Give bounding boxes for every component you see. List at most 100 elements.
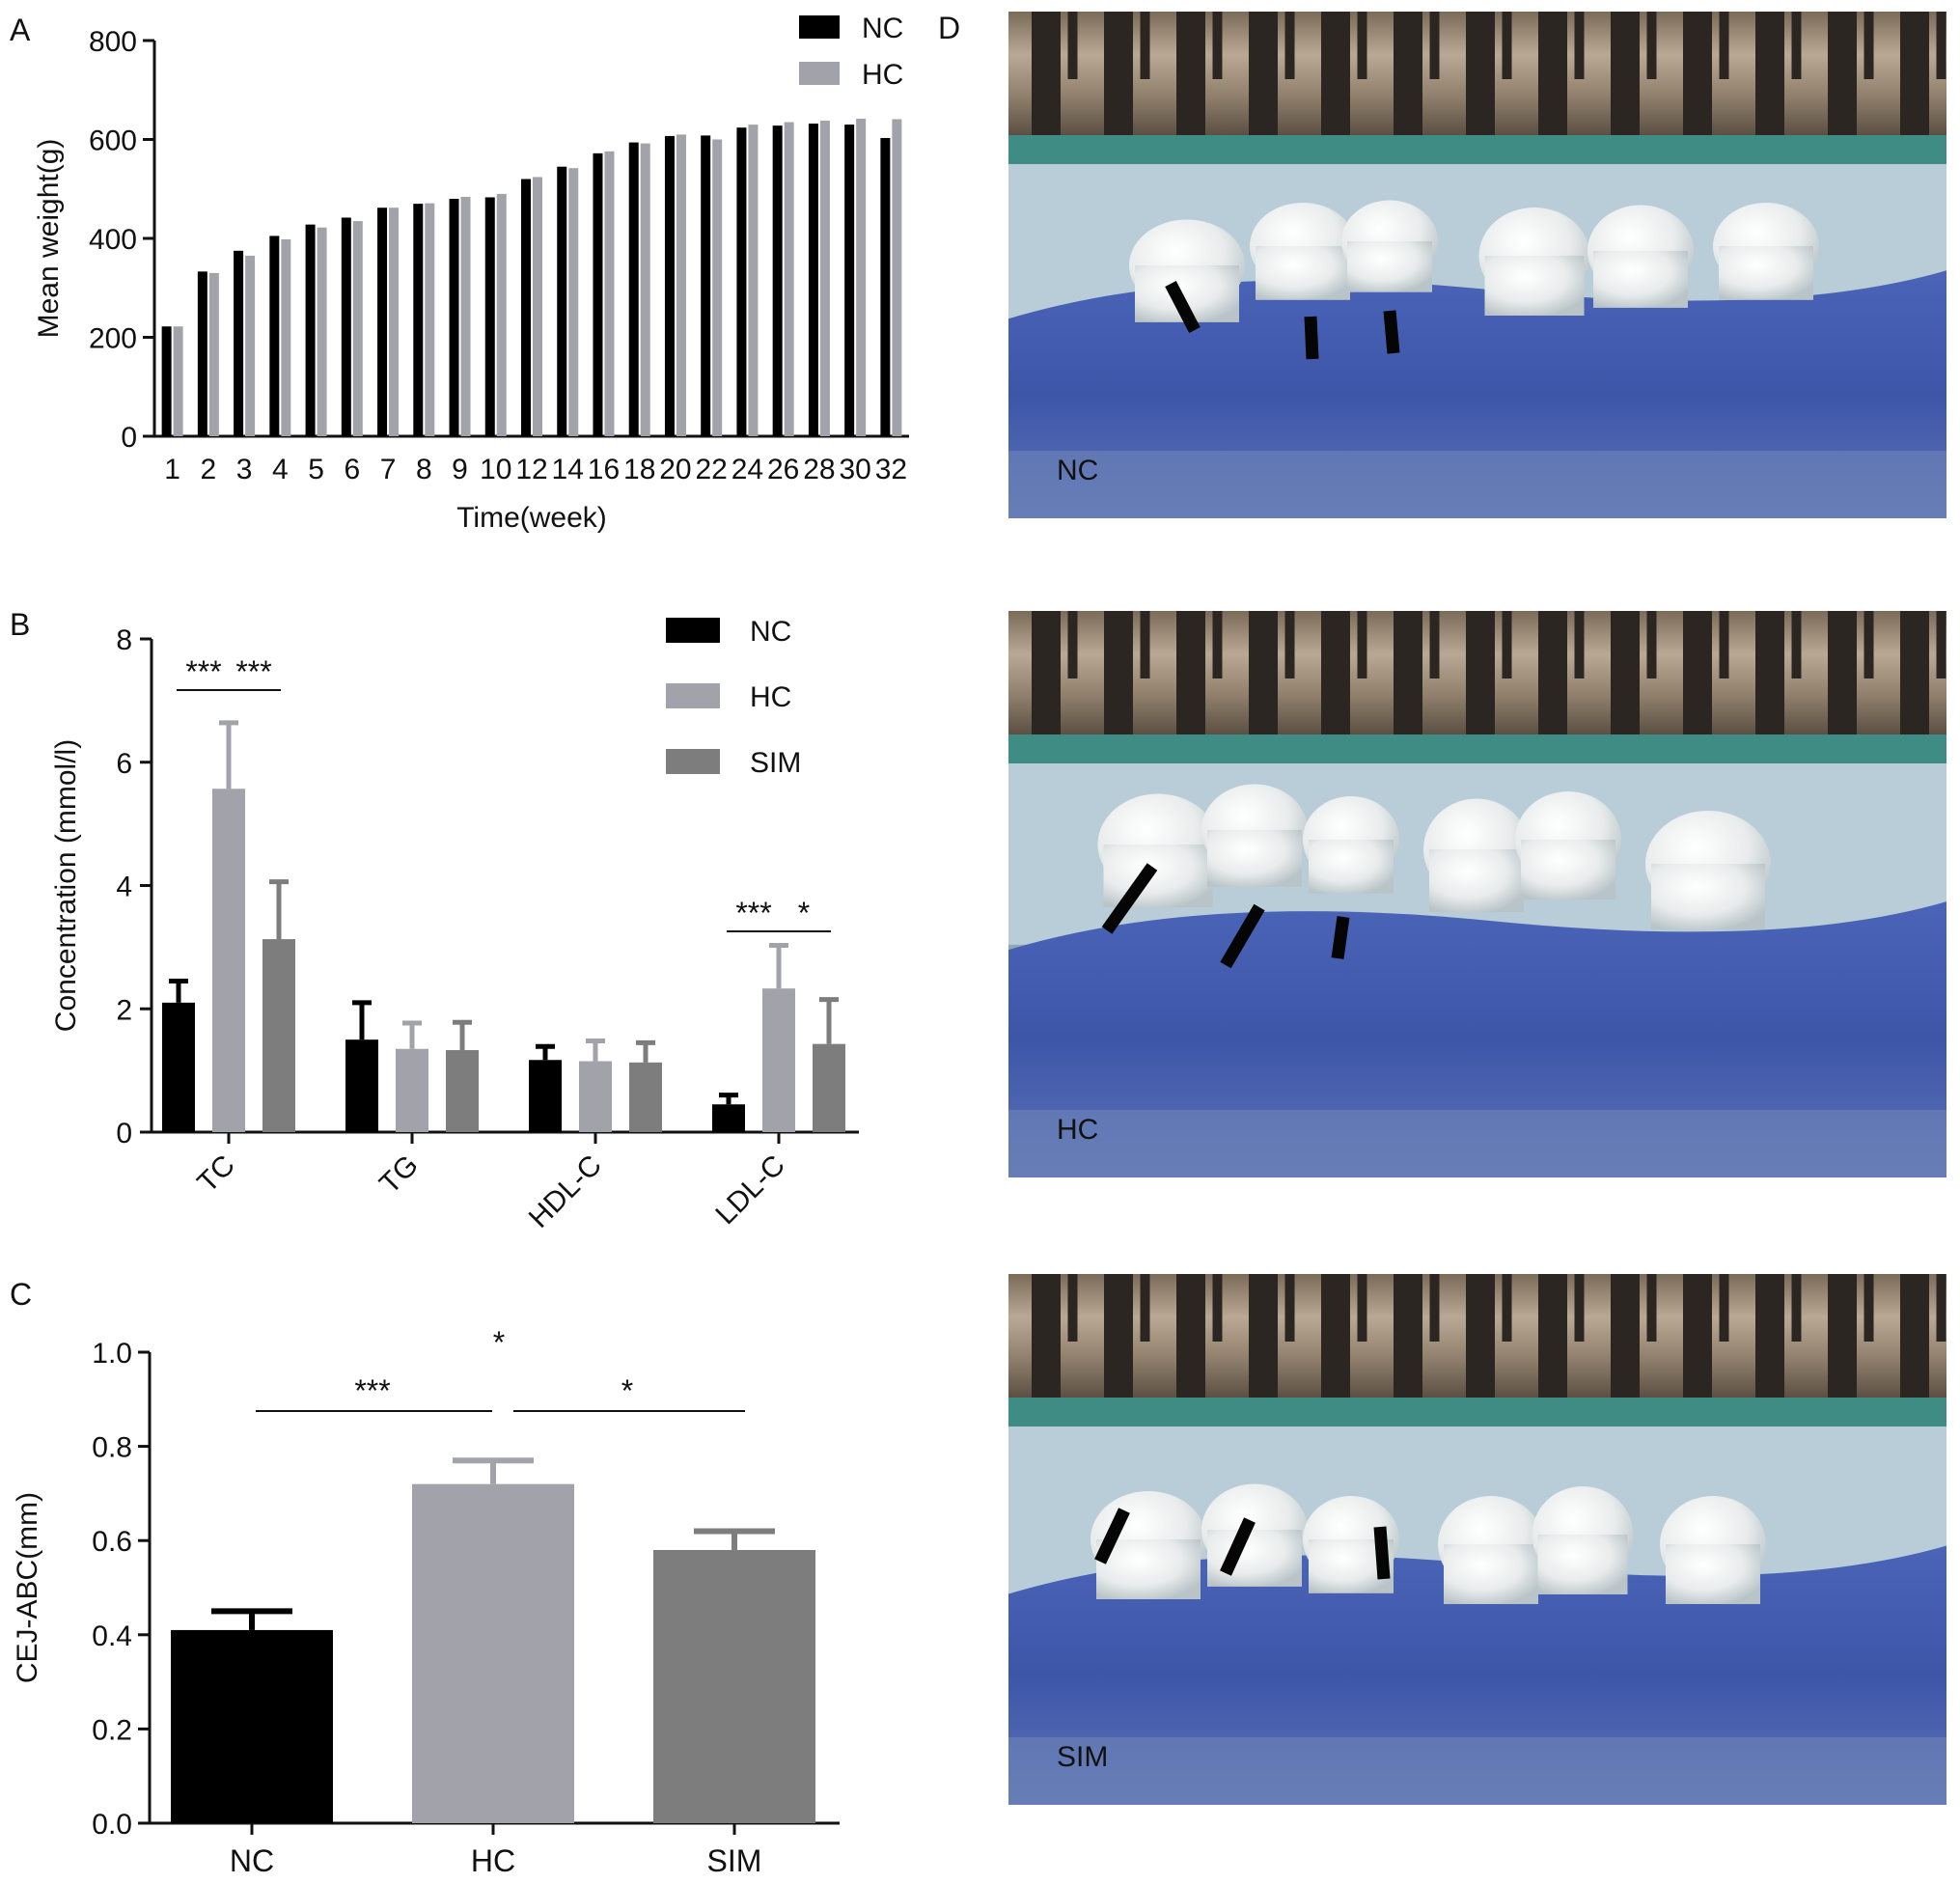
ruler-mark [1611,1274,1640,1398]
ruler-mark [1284,611,1295,678]
photo-label: HC [1057,1114,1098,1146]
legend-label-nc: NC [862,13,903,44]
y-tick-label: 0.0 [92,1809,132,1841]
photo-label: SIM [1057,1741,1108,1773]
ruler-mark [1502,12,1512,79]
ruler-mark [1249,1274,1278,1398]
ruler-mark [1755,611,1784,734]
significance-label: *** [735,896,771,930]
ruler-mark [1538,12,1567,135]
y-tick-label: 4 [116,872,132,903]
legend-swatch-hc [799,62,840,85]
legend-swatch-sim [666,749,720,774]
y-tick-label: 0.2 [92,1714,132,1746]
bar-nc [701,135,711,436]
ruler-mark [1067,12,1078,79]
x-tick-label: 20 [659,454,691,485]
cej-abc-mark [1101,863,1158,934]
bar-hc [425,203,435,436]
ruler-mark [1212,611,1223,678]
photo-hc: HC [1008,611,1946,1177]
tooth-root [1593,251,1688,308]
bar-hc [748,125,759,436]
bar-nc [305,224,316,436]
ruler-mark [1538,1274,1567,1398]
ruler-mark [1429,611,1440,678]
bar-hc [819,121,830,437]
tooth-root [1444,1544,1538,1604]
ruler-mark [1357,12,1367,79]
ruler-mark [1176,611,1205,734]
bar-nc [529,1060,562,1132]
bar-hc [762,988,795,1132]
panel-label-b: B [10,607,30,642]
ruler-mark [1936,611,1946,678]
ruler-mark [1032,1274,1061,1398]
ruler-mark [1466,12,1495,135]
x-tick-label: 16 [588,454,620,485]
tooth-root [1651,864,1765,930]
x-tick-label: 2 [201,454,217,485]
tooth-root [1537,1535,1628,1594]
y-axis-label: CEJ-ABC(mm) [12,1492,43,1683]
ruler-mark [1321,12,1350,135]
cej-abc-mark [1094,1508,1130,1565]
x-tick-label: TC [191,1149,241,1200]
bar-hc [604,151,615,437]
bar-hc [712,139,723,436]
x-tick-label: 3 [236,454,253,485]
ruler-mark [1357,1274,1367,1342]
legend-label-hc: HC [750,681,791,713]
ruler-mark [1936,12,1946,79]
ruler-mark [1900,1274,1929,1398]
bar-nc [772,125,783,436]
ruler-mark [1140,1274,1150,1342]
cej-abc-mark [1331,916,1350,959]
x-tick-label: LDL-C [709,1149,791,1232]
significance-label: * [621,1373,633,1408]
bar-hc [396,1048,428,1132]
bar-nc [628,142,639,436]
bar-hc [389,208,400,436]
y-tick-label: 0.4 [92,1620,132,1652]
significance-label: *** [185,654,221,689]
ruler-mark [1683,611,1712,734]
ruler-mark [1574,611,1585,678]
bar-hc [208,272,219,436]
ruler-mark [1032,12,1061,135]
bar-hc [317,227,327,436]
ruler-mark [1646,611,1657,678]
ruler-mark [1863,12,1874,79]
cej-abc-mark [1165,280,1201,334]
bar-hc [412,1483,574,1823]
legend-swatch-nc [799,15,840,39]
ruler-edge [1008,1398,1946,1426]
x-tick-label: NC [230,1843,274,1878]
x-tick-label: 6 [344,454,360,485]
photo-nc: NC [1008,12,1946,518]
ruler-mark [1104,611,1133,734]
bar-hc [579,1061,612,1132]
ruler-edge [1008,734,1946,763]
bar-nc [808,124,818,436]
bar-sim [629,1062,662,1132]
chart-c: 0.00.20.40.60.81.0NC HC SIM*** **CEJ-ABC(mm… [12,1325,840,1878]
bar-nc [413,204,424,436]
significance-label: * [798,896,810,930]
bar-hc [784,122,794,436]
tooth-root [1347,241,1432,292]
photo-label: NC [1057,455,1098,486]
ruler-mark [1104,1274,1133,1398]
ruler-mark [1719,1274,1729,1342]
ruler-edge [1008,135,1946,164]
bar-hc [460,196,471,436]
bar-sim [653,1549,815,1823]
jaw-lower [1008,1737,1946,1805]
y-tick-label: 1.0 [92,1338,132,1370]
legend-swatch-nc [666,618,720,643]
ruler-mark [1429,1274,1440,1342]
bar-sim [813,1043,845,1132]
bar-nc [880,137,891,436]
bar-nc [844,125,855,436]
